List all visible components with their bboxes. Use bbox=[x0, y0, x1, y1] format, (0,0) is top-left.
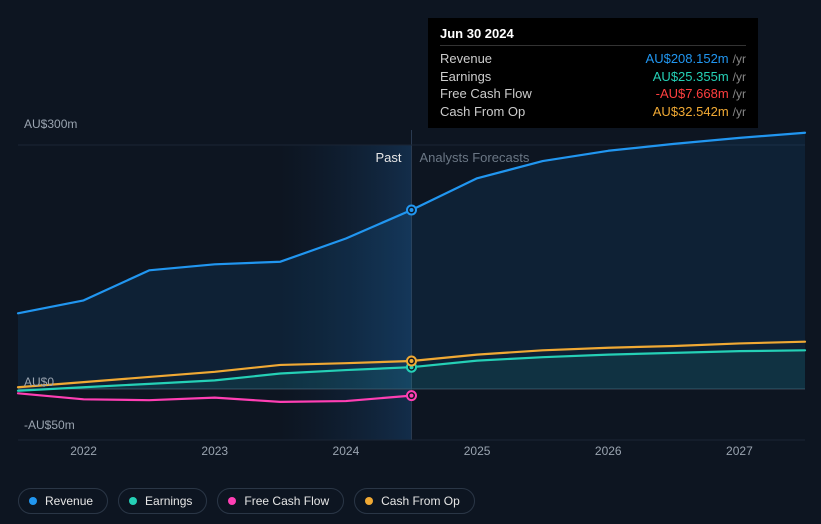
legend-label: Revenue bbox=[45, 494, 93, 508]
chart-container: Jun 30 2024 RevenueAU$208.152m/yrEarning… bbox=[0, 0, 821, 524]
y-axis-label: AU$300m bbox=[24, 117, 77, 131]
y-axis-label: AU$0 bbox=[24, 375, 54, 389]
tooltip-row: Free Cash Flow -AU$7.668m/yr bbox=[440, 85, 746, 103]
legend-dot-icon bbox=[29, 497, 37, 505]
x-axis-label: 2027 bbox=[726, 444, 753, 458]
legend-item-earnings[interactable]: Earnings bbox=[118, 488, 207, 514]
legend-label: Cash From Op bbox=[381, 494, 460, 508]
forecast-region-label: Analysts Forecasts bbox=[420, 150, 530, 165]
tooltip-metric-value: AU$208.152m/yr bbox=[646, 50, 746, 68]
legend-dot-icon bbox=[129, 497, 137, 505]
legend: Revenue Earnings Free Cash Flow Cash From O… bbox=[18, 488, 475, 514]
legend-item-revenue[interactable]: Revenue bbox=[18, 488, 108, 514]
legend-item-fcf[interactable]: Free Cash Flow bbox=[217, 488, 344, 514]
y-axis-label: -AU$50m bbox=[24, 418, 75, 432]
legend-dot-icon bbox=[228, 497, 236, 505]
tooltip-metric-label: Earnings bbox=[440, 68, 491, 86]
legend-label: Earnings bbox=[145, 494, 192, 508]
tooltip-metric-value: AU$25.355m/yr bbox=[653, 68, 746, 86]
x-axis-label: 2023 bbox=[201, 444, 228, 458]
tooltip-metric-label: Free Cash Flow bbox=[440, 85, 532, 103]
tooltip-metric-label: Revenue bbox=[440, 50, 492, 68]
x-axis-label: 2024 bbox=[333, 444, 360, 458]
tooltip-date: Jun 30 2024 bbox=[440, 26, 746, 46]
tooltip-metric-value: -AU$7.668m/yr bbox=[656, 85, 746, 103]
legend-dot-icon bbox=[365, 497, 373, 505]
tooltip-row: Cash From Op AU$32.542m/yr bbox=[440, 103, 746, 121]
x-axis-label: 2026 bbox=[595, 444, 622, 458]
tooltip-metric-value: AU$32.542m/yr bbox=[653, 103, 746, 121]
past-region-label: Past bbox=[375, 150, 405, 165]
legend-item-cfo[interactable]: Cash From Op bbox=[354, 488, 475, 514]
tooltip: Jun 30 2024 RevenueAU$208.152m/yrEarning… bbox=[428, 18, 758, 128]
x-axis-label: 2022 bbox=[70, 444, 97, 458]
tooltip-metric-label: Cash From Op bbox=[440, 103, 525, 121]
tooltip-row: Earnings AU$25.355m/yr bbox=[440, 68, 746, 86]
legend-label: Free Cash Flow bbox=[244, 494, 329, 508]
x-axis-label: 2025 bbox=[464, 444, 491, 458]
tooltip-row: Revenue AU$208.152m/yr bbox=[440, 50, 746, 68]
